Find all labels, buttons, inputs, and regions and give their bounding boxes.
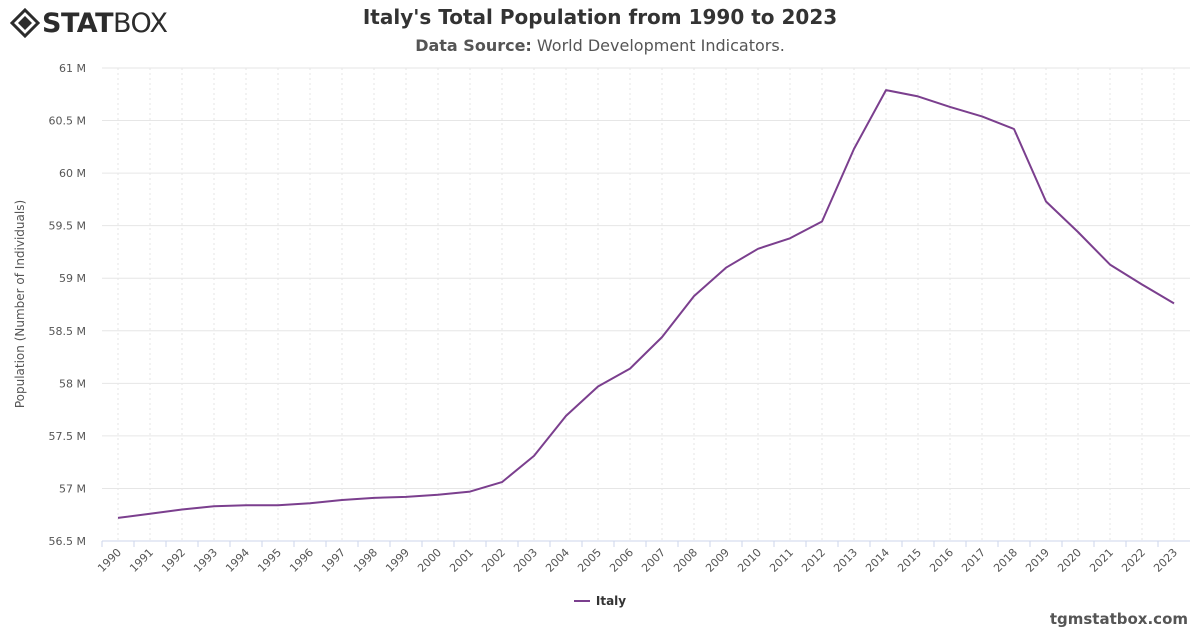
y-tick-label: 60 M xyxy=(59,167,86,180)
y-axis-ticks: 56.5 M 57 M 57.5 M 58 M 58.5 M 59 M 59.5 M 60 M… xyxy=(49,62,86,548)
chart-title: Italy's Total Population from 1990 to 20… xyxy=(362,5,838,29)
x-tick-label: 2000 xyxy=(415,546,444,575)
x-tick-label: 2003 xyxy=(511,546,540,575)
y-tick-label: 61 M xyxy=(59,62,86,75)
subtitle-value: World Development Indicators. xyxy=(536,36,785,55)
series-group xyxy=(117,89,1175,519)
brand-logo: STATBOX xyxy=(10,6,168,40)
x-tick-label: 1999 xyxy=(383,546,412,575)
x-tick-label: 2001 xyxy=(447,546,476,575)
x-tick-label: 1995 xyxy=(255,546,284,575)
x-tick-label: 2013 xyxy=(831,546,860,575)
x-tick-label: 2011 xyxy=(767,546,796,575)
chart-subtitle: Data Source: World Development Indicator… xyxy=(0,36,1200,55)
x-tick-label: 2017 xyxy=(959,546,988,575)
x-tick-label: 1993 xyxy=(191,546,220,575)
x-tick-label: 2010 xyxy=(735,546,764,575)
y-tick-label: 58.5 M xyxy=(49,325,86,338)
y-tick-label: 60.5 M xyxy=(49,115,86,128)
x-tick-label: 2008 xyxy=(671,546,700,575)
x-tick-label: 1991 xyxy=(127,546,156,575)
y-tick-label: 57 M xyxy=(59,482,86,495)
subtitle-label: Data Source: xyxy=(415,36,532,55)
x-tick-label: 2004 xyxy=(543,546,572,575)
x-axis-ticks: 1990 1991 1992 1993 1994 1995 1996 1997 1998 1999… xyxy=(95,541,1180,575)
x-tick-label: 2015 xyxy=(895,546,924,575)
y-tick-label: 58 M xyxy=(59,377,86,390)
y-tick-label: 56.5 M xyxy=(49,535,86,548)
x-tick-label: 1997 xyxy=(319,546,348,575)
statbox-logo-icon xyxy=(10,8,40,38)
x-tick-label: 2018 xyxy=(991,546,1020,575)
x-tick-label: 1990 xyxy=(95,546,124,575)
x-tick-label: 2023 xyxy=(1151,546,1180,575)
x-tick-label: 2005 xyxy=(575,546,604,575)
x-tick-label: 1994 xyxy=(223,546,252,575)
x-tick-label: 2012 xyxy=(799,546,828,575)
x-tick-label: 2014 xyxy=(863,546,892,575)
site-credit: tgmstatbox.com xyxy=(1049,610,1188,628)
x-tick-label: 2007 xyxy=(639,546,668,575)
x-tick-label: 2021 xyxy=(1087,546,1116,575)
x-tick-label: 2002 xyxy=(479,546,508,575)
x-tick-label: 2022 xyxy=(1119,546,1148,575)
x-tick-label: 2006 xyxy=(607,546,636,575)
legend-label-italy[interactable]: Italy xyxy=(595,594,627,608)
y-tick-label: 59.5 M xyxy=(49,220,86,233)
y-tick-label: 59 M xyxy=(59,272,86,285)
y-tick-label: 57.5 M xyxy=(49,430,86,443)
x-tick-label: 1992 xyxy=(159,546,188,575)
x-tick-label: 2019 xyxy=(1023,546,1052,575)
brand-wordmark: STATBOX xyxy=(42,7,168,39)
x-tick-label: 1998 xyxy=(351,546,380,575)
legend-swatch xyxy=(573,600,590,602)
legend[interactable]: Italy xyxy=(0,594,1200,608)
x-tick-label: 2016 xyxy=(927,546,956,575)
x-tick-label: 1996 xyxy=(287,546,316,575)
x-tick-label: 2020 xyxy=(1055,546,1084,575)
series-line-italy[interactable] xyxy=(117,89,1175,519)
x-tick-label: 2009 xyxy=(703,546,732,575)
grid-lines xyxy=(102,67,1190,541)
